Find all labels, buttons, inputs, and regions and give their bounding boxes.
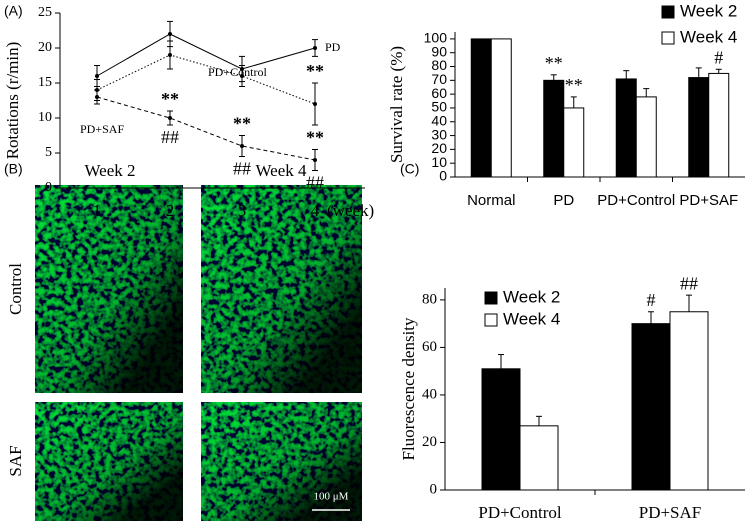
- bar: [631, 323, 671, 491]
- panel-label: (B): [4, 161, 23, 177]
- significance: **: [306, 61, 324, 81]
- significance: #: [647, 290, 656, 310]
- panel-label: (A): [4, 3, 23, 19]
- y-tick-label: 30: [431, 126, 447, 142]
- significance: **: [161, 89, 179, 109]
- micrographs: 100 μM Week 2 Week 4 Control SAF: [6, 161, 362, 521]
- y-tick-label: 40: [422, 386, 437, 402]
- bar: [543, 79, 565, 178]
- y-tick-label: 100: [424, 30, 448, 46]
- y-tick-label: 20: [38, 40, 52, 55]
- x-tick-label: PD+SAF: [679, 192, 738, 209]
- micrograph-shade: [35, 185, 183, 393]
- column-label: Week 4: [255, 161, 307, 180]
- legend-label: Week 2: [680, 1, 737, 20]
- x-axis-label: (week): [327, 201, 374, 220]
- significance: ##: [161, 127, 179, 147]
- series-label: PD+SAF: [80, 122, 124, 136]
- series-label: PD+Control: [208, 65, 267, 79]
- bar: [635, 96, 657, 178]
- significance: **: [565, 75, 583, 95]
- significance: **: [233, 114, 251, 134]
- y-tick-label: 80: [422, 291, 437, 307]
- column-label: Week 2: [84, 161, 135, 180]
- y-tick-label: 0: [430, 481, 438, 497]
- x-tick-label: PD+SAF: [639, 503, 702, 521]
- significance: ##: [306, 173, 324, 193]
- y-tick-label: 20: [422, 434, 437, 450]
- bar: [563, 107, 585, 178]
- significance: **: [545, 53, 563, 73]
- significance: ##: [233, 159, 251, 179]
- y-tick-label: 15: [38, 75, 52, 90]
- y-tick-label: 60: [422, 339, 437, 355]
- bar: [688, 77, 710, 178]
- y-tick-label: 10: [38, 110, 52, 125]
- micrograph-shade: [35, 402, 183, 521]
- y-tick-label: 50: [431, 99, 447, 115]
- x-tick-label: 4: [311, 201, 320, 220]
- row-label: SAF: [6, 445, 25, 476]
- bar: [669, 311, 709, 491]
- line: [96, 54, 316, 105]
- bar: [490, 38, 512, 178]
- x-tick-label: PD: [553, 192, 574, 209]
- series-label: PD: [325, 40, 341, 54]
- micrograph-shade: [201, 185, 362, 393]
- y-tick-label: 60: [431, 85, 447, 101]
- bar: [708, 72, 730, 178]
- y-tick-label: 5: [45, 145, 52, 160]
- y-tick-label: 0: [439, 168, 447, 184]
- y-tick-label: 0: [45, 180, 52, 195]
- legend-label: Week 4: [680, 27, 737, 46]
- line: [96, 33, 316, 77]
- x-tick-label: 3: [238, 201, 247, 220]
- y-tick-label: 70: [431, 71, 447, 87]
- y-tick-label: 10: [431, 154, 447, 170]
- x-tick-label: PD+Control: [478, 503, 562, 521]
- x-tick-label: Normal: [467, 192, 515, 209]
- bar: [481, 368, 521, 491]
- y-tick-label: 25: [38, 5, 52, 20]
- significance: ##: [680, 273, 698, 293]
- panel-label: (C): [400, 161, 419, 177]
- x-tick-label: PD+Control: [597, 192, 675, 209]
- line: [96, 96, 316, 161]
- x-tick-label: 2: [166, 201, 175, 220]
- y-axis-label: Rotations (r/min): [3, 42, 22, 160]
- micrograph-shade: [201, 402, 362, 521]
- y-tick-label: 40: [431, 112, 447, 128]
- legend-label: Week 2: [503, 287, 560, 306]
- bar: [615, 78, 637, 178]
- significance: **: [306, 128, 324, 148]
- y-axis-label: Fluorescence density: [399, 317, 418, 461]
- legend-swatch: [484, 291, 498, 305]
- bar: [470, 38, 492, 178]
- legend-swatch: [661, 5, 675, 19]
- significance: #: [714, 47, 723, 67]
- x-tick-label: 1: [93, 201, 102, 220]
- scale-bar-label: 100 μM: [314, 491, 349, 503]
- bar: [519, 425, 559, 491]
- y-tick-label: 20: [431, 140, 447, 156]
- legend-label: Week 4: [503, 309, 560, 328]
- legend-swatch: [661, 31, 675, 45]
- y-tick-label: 90: [431, 43, 447, 59]
- y-axis-label: Survival rate (%): [387, 46, 406, 163]
- row-label: Control: [6, 263, 25, 315]
- y-tick-label: 80: [431, 57, 447, 73]
- legend-swatch: [484, 313, 498, 327]
